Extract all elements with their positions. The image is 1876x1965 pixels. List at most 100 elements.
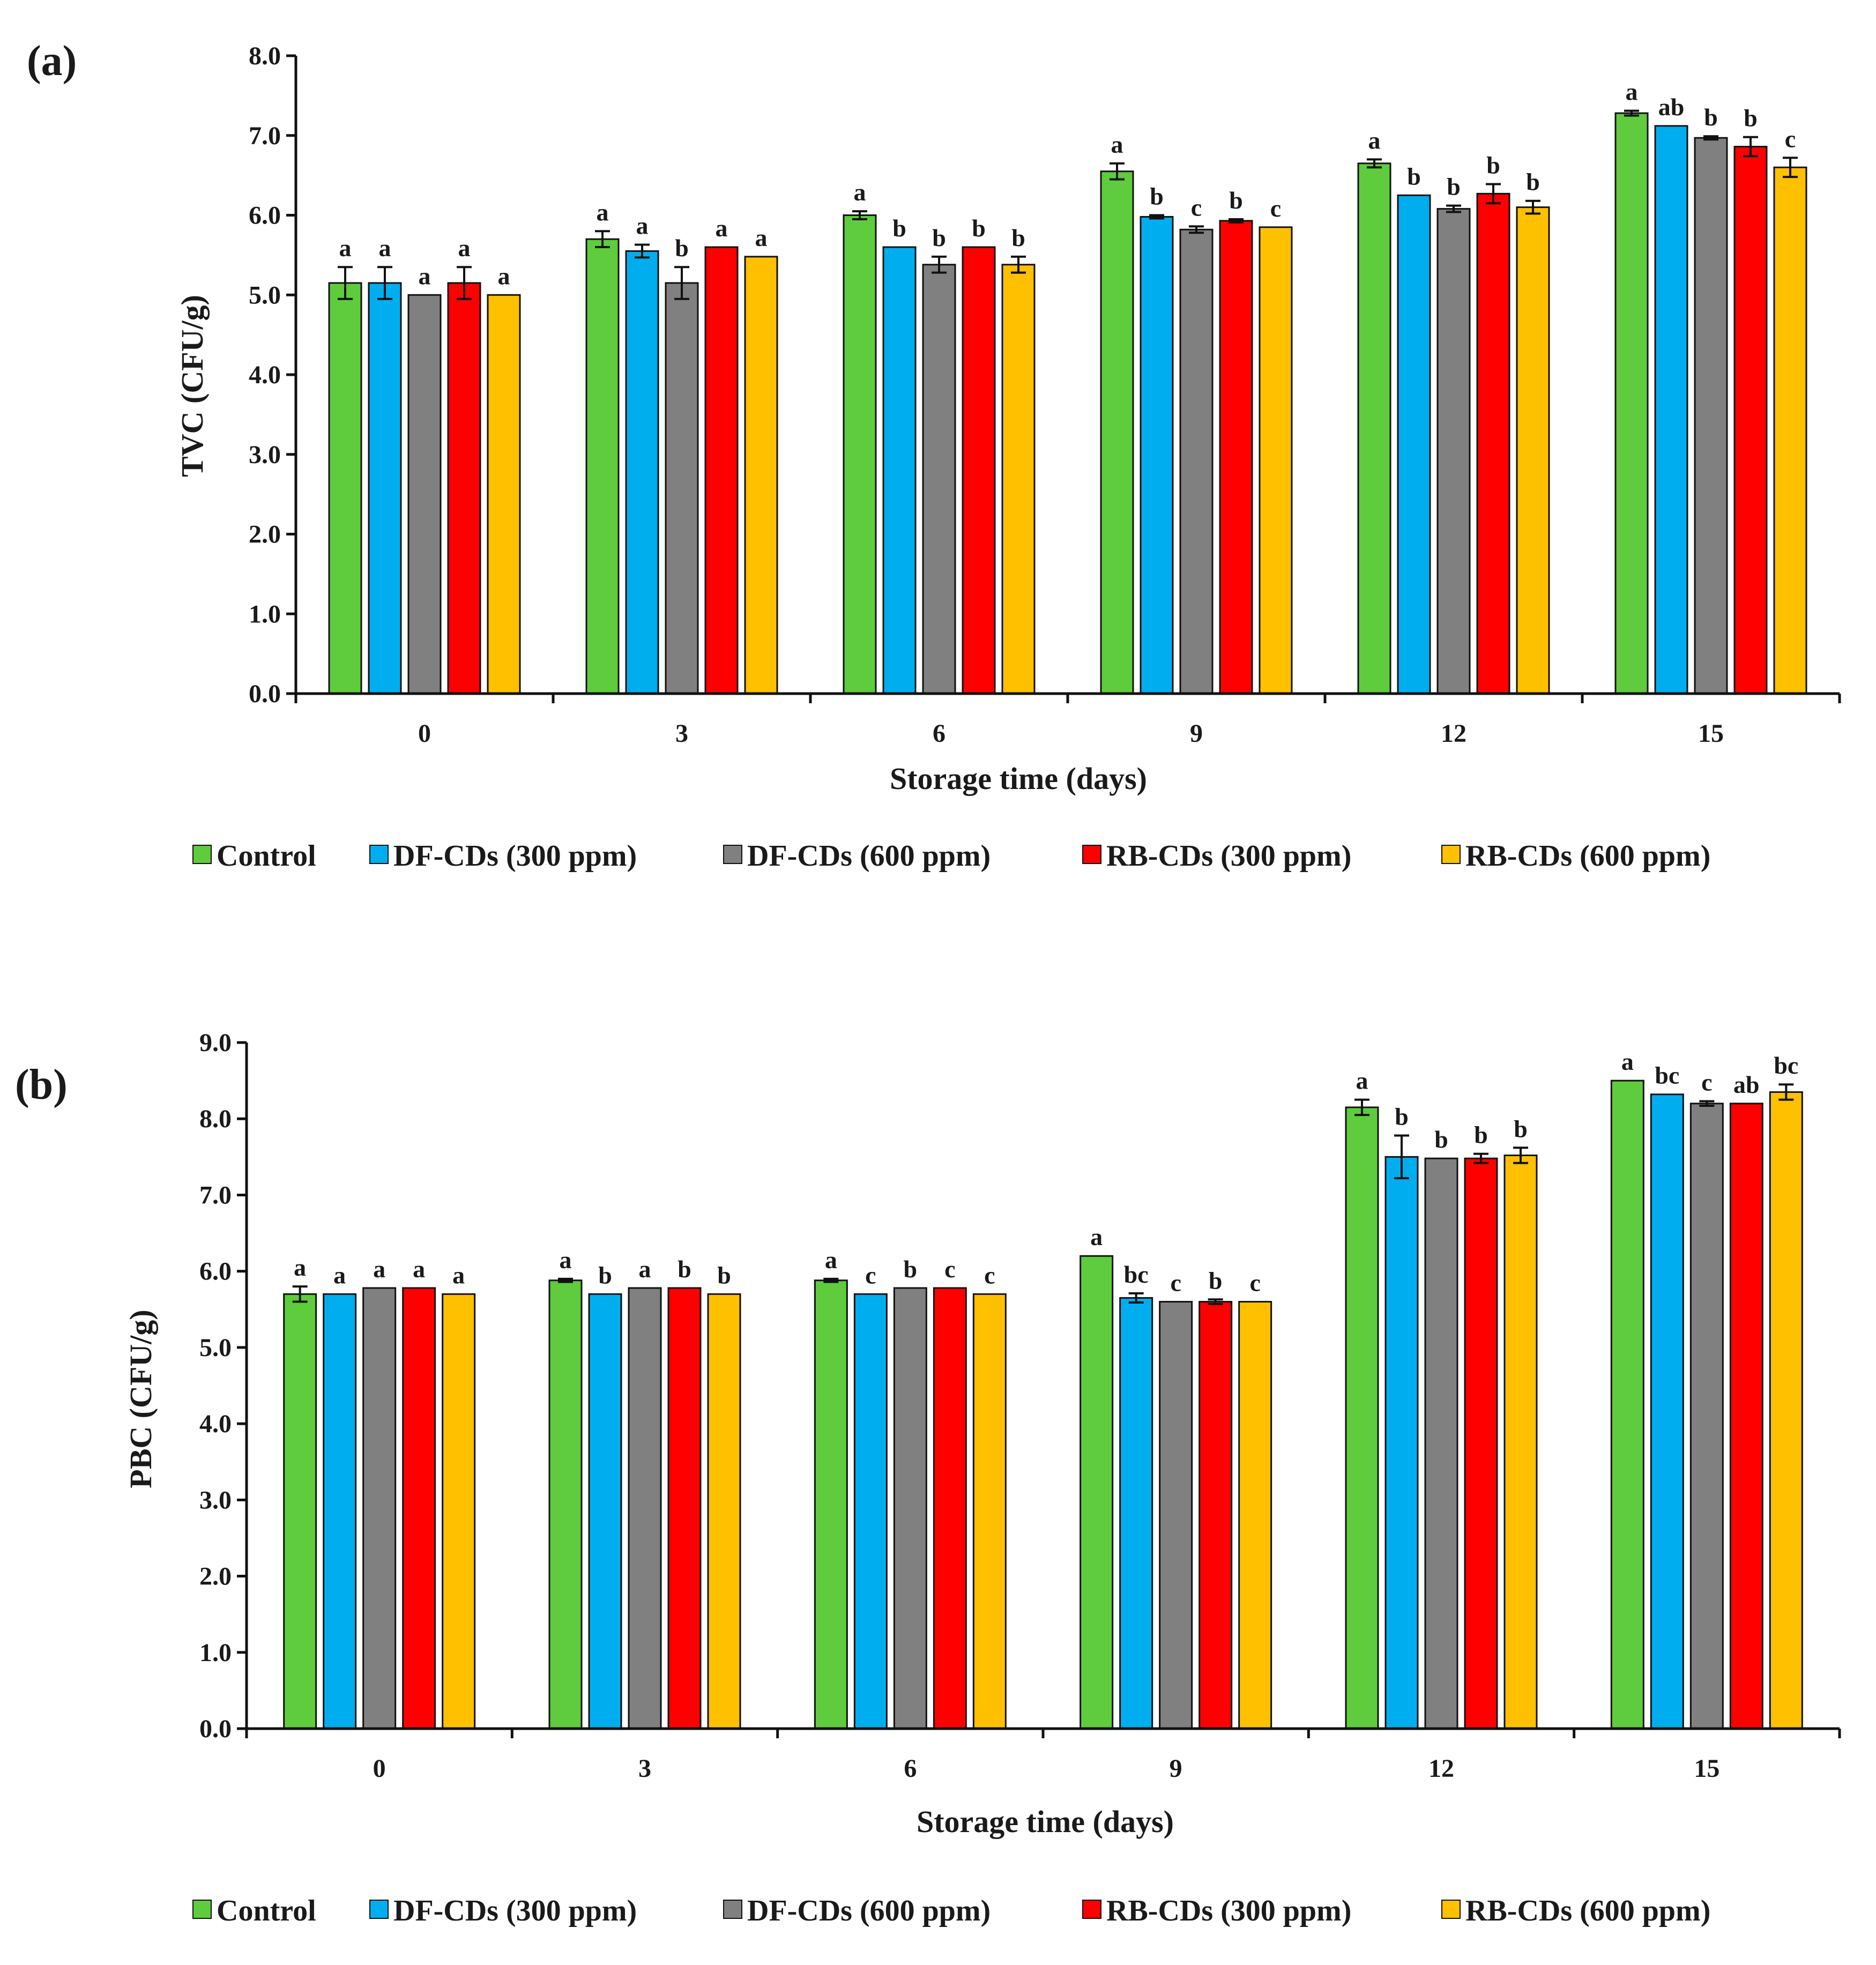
panel-a-significance-label: b: [932, 224, 946, 251]
panel-b-bar: [1119, 1297, 1153, 1730]
panel-a-significance-label: b: [1229, 187, 1243, 214]
panel-a-bar: [1694, 137, 1728, 695]
panel-b-legend-label: Control: [217, 1894, 316, 1927]
panel-b-bar: [1424, 1157, 1458, 1730]
panel-a-bar: [368, 282, 402, 695]
panel-b-significance-label: b: [1514, 1115, 1528, 1142]
panel-b-letter: (b): [15, 1061, 68, 1108]
panel-b-y-tick-label: 6.0: [199, 1257, 232, 1286]
panel-b-significance-label: b: [1474, 1121, 1488, 1149]
panel-a-legend-swatch: [723, 845, 742, 864]
panel-b-bar: [362, 1287, 397, 1730]
panel-b-bar: [1769, 1091, 1803, 1730]
panel-a-y-tick-label: 2.0: [249, 520, 281, 549]
panel-b-y-tick-label: 8.0: [199, 1105, 232, 1133]
panel-a-significance-label: c: [1191, 193, 1202, 221]
panel-b-bar: [283, 1293, 317, 1730]
panel-b-bar: [707, 1293, 741, 1730]
panel-a-bar: [1436, 208, 1471, 695]
panel-b-bar: [1198, 1301, 1233, 1730]
panel-b-bar: [1238, 1301, 1272, 1730]
panel-a-legend-swatch: [1441, 845, 1461, 864]
panel-b-bar: [402, 1287, 436, 1730]
panel-b-legend: Control DF-CDs (300 ppm) DF-CDs (600 ppm) R…: [192, 1894, 1710, 1927]
panel-b-significance-label: b: [1395, 1103, 1409, 1130]
panel-b-legend-swatch: [723, 1900, 742, 1919]
panel-a-x-tick-label: 12: [1441, 719, 1466, 748]
panel-b-x-tick-label: 9: [1170, 1754, 1182, 1783]
panel-a-legend-label: Control: [217, 839, 316, 873]
panel-a-significance-label: a: [498, 262, 510, 289]
panel-b-y-tick-label: 5.0: [199, 1334, 232, 1362]
panel-b-x-tick-label: 6: [904, 1754, 917, 1783]
panel-a-significance-label: a: [419, 262, 431, 289]
panel-a-bar: [585, 238, 620, 695]
panel-a-significance-label: b: [1486, 151, 1500, 178]
panel-a-bar: [1516, 206, 1550, 695]
panel-a-significance-label: b: [675, 234, 689, 262]
panel-a-x-axis-title: Storage time (days): [890, 761, 1147, 796]
panel-a-bar: [922, 264, 956, 695]
panel-a-significance-label: c: [1785, 125, 1796, 152]
panel-b-significance-label: a: [560, 1246, 572, 1274]
panel-a-legend: Control DF-CDs (300 ppm) DF-CDs (600 ppm) R…: [192, 839, 1710, 873]
panel-a-bar: [1259, 226, 1293, 695]
panel-b-x-axis-title: Storage time (days): [917, 1804, 1174, 1839]
panel-a-bar: [704, 246, 739, 695]
panel-b-significance-label: a: [452, 1261, 465, 1289]
panel-b-significance-label: bc: [1124, 1261, 1149, 1288]
panel-b-bar: [1729, 1103, 1763, 1730]
panel-b-legend-swatch: [1082, 1900, 1101, 1919]
panel-b-significance-label: bc: [1774, 1052, 1798, 1079]
panel-a-bar: [882, 246, 917, 695]
panel-a-significance-label: b: [1150, 183, 1164, 210]
panel-a-significance-label: c: [1270, 195, 1281, 222]
panel-a-y-tick-label: 3.0: [249, 441, 281, 469]
panel-a-significance-label: b: [1744, 105, 1758, 132]
panel-a-x-tick-label: 3: [675, 719, 688, 748]
panel-b-y-tick-label: 0.0: [199, 1715, 232, 1743]
panel-b-significance-label: c: [944, 1255, 955, 1283]
panel-a-bar: [1773, 166, 1807, 695]
panel-b-bar: [1384, 1156, 1419, 1730]
panel-b-legend-label: RB-CDs (600 ppm): [1465, 1894, 1710, 1927]
panel-b-y-axis-title: PBC (CFU/g): [123, 1309, 158, 1488]
panel-a-bar: [407, 294, 442, 695]
panel-a-significance-label: a: [636, 212, 649, 240]
panel-b-y-tick-label: 1.0: [199, 1639, 232, 1667]
panel-b-bar: [1345, 1106, 1379, 1730]
panel-a-bar: [962, 246, 996, 695]
panel-b-significance-label: a: [333, 1261, 346, 1289]
panel-a-bar: [1476, 192, 1510, 695]
panel-a-bar: [1357, 162, 1391, 695]
panel-a-bar: [1654, 125, 1688, 695]
panel-b-bar: [933, 1287, 967, 1730]
panel-a-bar: [1179, 228, 1214, 695]
panel-a-significance-label: b: [972, 214, 986, 242]
panel-b-significance-label: c: [1701, 1069, 1712, 1096]
panel-a-bar: [1001, 264, 1036, 695]
panel-a-significance-label: a: [458, 234, 471, 262]
panel-b-bar: [1610, 1080, 1644, 1730]
panel-a-bar: [1219, 220, 1253, 695]
panel-b-legend-swatch: [369, 1900, 389, 1919]
panel-a-bar: [625, 250, 659, 695]
panel-a-y-tick-label: 1.0: [249, 600, 281, 628]
panel-b-bar: [1464, 1157, 1498, 1730]
panel-b-bar: [1503, 1154, 1538, 1730]
panel-b-x-tick-label: 3: [638, 1754, 651, 1783]
panel-a-significance-label: a: [597, 198, 609, 226]
panel-a-significance-label: a: [755, 224, 768, 251]
panel-a-legend-label: RB-CDs (600 ppm): [1465, 839, 1710, 873]
panel-b-bar: [548, 1279, 583, 1730]
panel-b-x-tick-label: 15: [1694, 1754, 1719, 1783]
panel-a-y-tick-label: 4.0: [249, 361, 281, 389]
panel-b-bar: [1080, 1255, 1114, 1730]
panel-a-significance-label: ab: [1658, 93, 1685, 121]
panel-a-x-tick-label: 0: [418, 719, 431, 748]
panel-a-x-tick-label: 9: [1190, 719, 1203, 748]
panel-b-bar: [628, 1287, 662, 1730]
